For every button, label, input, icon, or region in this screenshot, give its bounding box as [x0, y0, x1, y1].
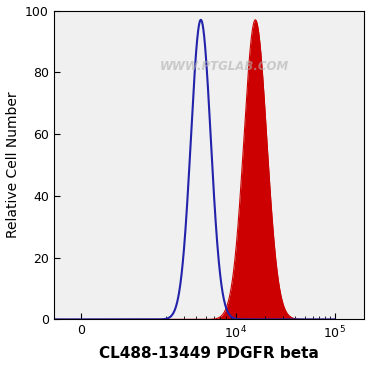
Text: WWW.PTGLAB.COM: WWW.PTGLAB.COM	[160, 60, 289, 73]
Y-axis label: Relative Cell Number: Relative Cell Number	[6, 92, 20, 238]
X-axis label: CL488-13449 PDGFR beta: CL488-13449 PDGFR beta	[99, 346, 319, 361]
